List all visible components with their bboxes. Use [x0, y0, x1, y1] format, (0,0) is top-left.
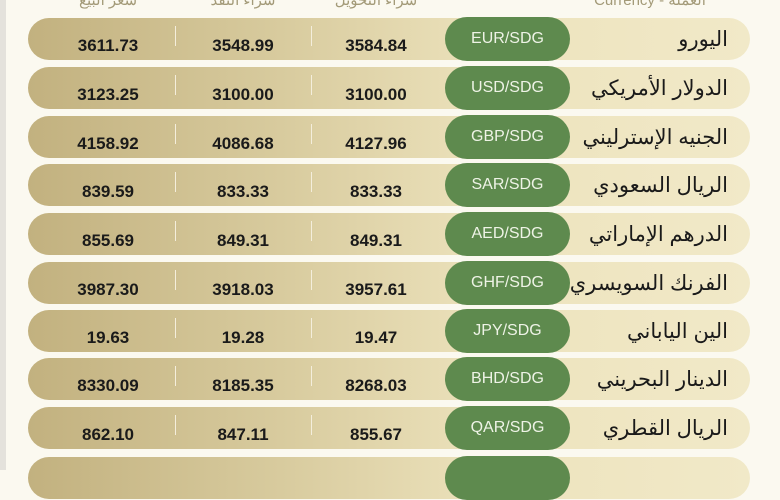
divider	[311, 270, 312, 290]
cash-buy-rate: 849.31	[217, 231, 269, 250]
transfer-buy-rate: 4127.96	[345, 134, 407, 153]
divider	[175, 270, 176, 290]
divider	[311, 318, 312, 338]
divider	[311, 172, 312, 192]
cash-buy-rate: 8185.35	[212, 376, 274, 395]
currency-pair-pill: JPY/SDG	[445, 309, 570, 353]
divider	[175, 415, 176, 435]
header-currency: Currency - العملة	[594, 0, 706, 9]
transfer-buy-rate: 8268.03	[345, 376, 407, 395]
currency-name: الدينار البحريني	[596, 368, 728, 391]
divider	[175, 366, 176, 386]
currency-pair-pill: AED/SDG	[445, 212, 570, 256]
header-transfer-buy: شراء التحويل	[334, 0, 418, 9]
table-row: 4158.92 4086.68 4127.96 GBP/SDG الجنيه ا…	[28, 115, 750, 159]
sell-rate: 4158.92	[77, 134, 139, 153]
currency-pair-pill: GBP/SDG	[445, 115, 570, 159]
transfer-buy-rate: 3584.84	[345, 36, 407, 55]
table-row-partial	[28, 456, 750, 500]
transfer-buy-rate: 855.67	[350, 425, 402, 444]
divider	[311, 124, 312, 144]
header-sell: سعر البيع	[78, 0, 138, 9]
table-row: 3123.25 3100.00 3100.00 USD/SDG الدولار …	[28, 66, 750, 110]
currency-name: الدولار الأمريكي	[591, 77, 728, 100]
currency-name: الجنيه الإسترليني	[582, 126, 728, 149]
cash-buy-rate: 19.28	[221, 328, 265, 347]
currency-pair-pill: GHF/SDG	[445, 261, 570, 305]
table-row: 19.63 19.28 19.47 JPY/SDG الين الياباني	[28, 309, 750, 353]
cash-buy-rate: 833.33	[217, 182, 269, 201]
divider	[175, 26, 176, 46]
table-row: 862.10 847.11 855.67 QAR/SDG الريال القط…	[28, 406, 750, 450]
divider	[311, 415, 312, 435]
left-border	[0, 0, 6, 470]
table-row: 8330.09 8185.35 8268.03 BHD/SDG الدينار …	[28, 357, 750, 401]
cash-buy-rate: 4086.68	[212, 134, 274, 153]
cash-buy-rate: 3548.99	[212, 36, 274, 55]
currency-pair-pill: SAR/SDG	[445, 163, 570, 207]
table-row: 3987.30 3918.03 3957.61 GHF/SDG الفرنك ا…	[28, 261, 750, 305]
transfer-buy-rate: 849.31	[350, 231, 402, 250]
cash-buy-rate: 3918.03	[212, 280, 274, 299]
currency-name: الفرنك السويسري	[569, 272, 728, 295]
currency-pair-pill: EUR/SDG	[445, 17, 570, 61]
table-row: 839.59 833.33 833.33 SAR/SDG الريال السع…	[28, 163, 750, 207]
divider	[175, 221, 176, 241]
currency-name: الريال السعودي	[593, 174, 728, 197]
divider	[311, 26, 312, 46]
sell-rate: 8330.09	[77, 376, 139, 395]
divider	[175, 172, 176, 192]
currency-pair-pill: QAR/SDG	[445, 406, 570, 450]
divider	[175, 75, 176, 95]
transfer-buy-rate: 19.47	[354, 328, 398, 347]
divider	[175, 124, 176, 144]
sell-rate: 855.69	[82, 231, 134, 250]
table-row: 3611.73 3548.99 3584.84 EUR/SDG اليورو	[28, 17, 750, 61]
currency-pair-pill: BHD/SDG	[445, 357, 570, 401]
currency-name: الدرهم الإماراتي	[588, 223, 728, 246]
divider	[311, 75, 312, 95]
currency-pair-pill	[445, 456, 570, 500]
sell-rate: 19.63	[86, 328, 130, 347]
cash-buy-rate: 847.11	[217, 425, 269, 444]
currency-name: اليورو	[678, 28, 728, 51]
transfer-buy-rate: 3100.00	[345, 85, 407, 104]
sell-rate: 862.10	[82, 425, 134, 444]
divider	[311, 366, 312, 386]
currency-name: الريال القطري	[602, 417, 728, 440]
transfer-buy-rate: 833.33	[350, 182, 402, 201]
currency-pair-pill: USD/SDG	[445, 66, 570, 110]
sell-rate: 839.59	[82, 182, 134, 201]
currency-name: الين الياباني	[627, 320, 728, 343]
transfer-buy-rate: 3957.61	[345, 280, 407, 299]
cash-buy-rate: 3100.00	[212, 85, 274, 104]
divider	[311, 221, 312, 241]
table-row: 855.69 849.31 849.31 AED/SDG الدرهم الإم…	[28, 212, 750, 256]
sell-rate: 3123.25	[77, 85, 139, 104]
header-cash-buy: شراء النقد	[210, 0, 276, 9]
sell-rate: 3987.30	[77, 280, 139, 299]
divider	[175, 318, 176, 338]
sell-rate: 3611.73	[77, 36, 139, 55]
